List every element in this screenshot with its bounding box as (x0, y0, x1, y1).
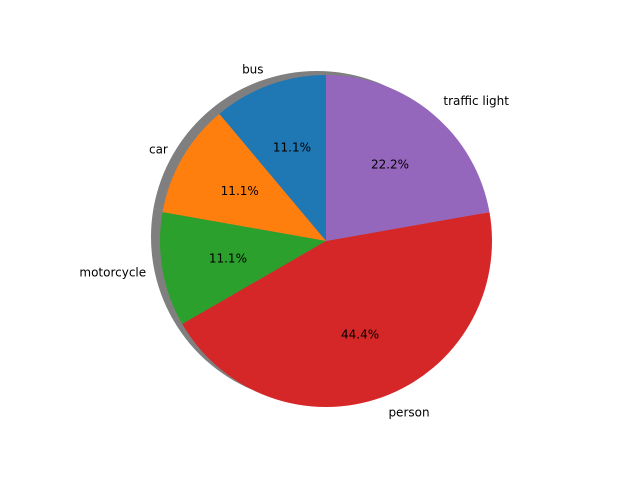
pie-label-layer: bus 11.1% car 11.1% motorcycle 11.1% person 44.… (79, 62, 509, 419)
pie-slice-motorcycle (159, 212, 326, 324)
pie-slice-traffic-light (326, 74, 490, 241)
pie-slice-layer (159, 74, 493, 408)
slice-label-car: car (149, 143, 168, 157)
slice-label-traffic-light: traffic light (443, 94, 509, 108)
percent-label-bus: 11.1% (273, 140, 311, 154)
slice-label-motorcycle: motorcycle (79, 266, 146, 280)
pie-slice-bus (219, 75, 326, 241)
percent-label-person: 44.4% (341, 328, 379, 342)
slice-label-bus: bus (242, 62, 263, 76)
percent-label-traffic-light: 22.2% (371, 158, 409, 172)
pie-slice-person (182, 212, 493, 408)
percent-label-motorcycle: 11.1% (209, 251, 247, 265)
slice-label-person: person (388, 406, 429, 420)
pie-slice-car (162, 113, 326, 241)
percent-label-car: 11.1% (221, 184, 259, 198)
